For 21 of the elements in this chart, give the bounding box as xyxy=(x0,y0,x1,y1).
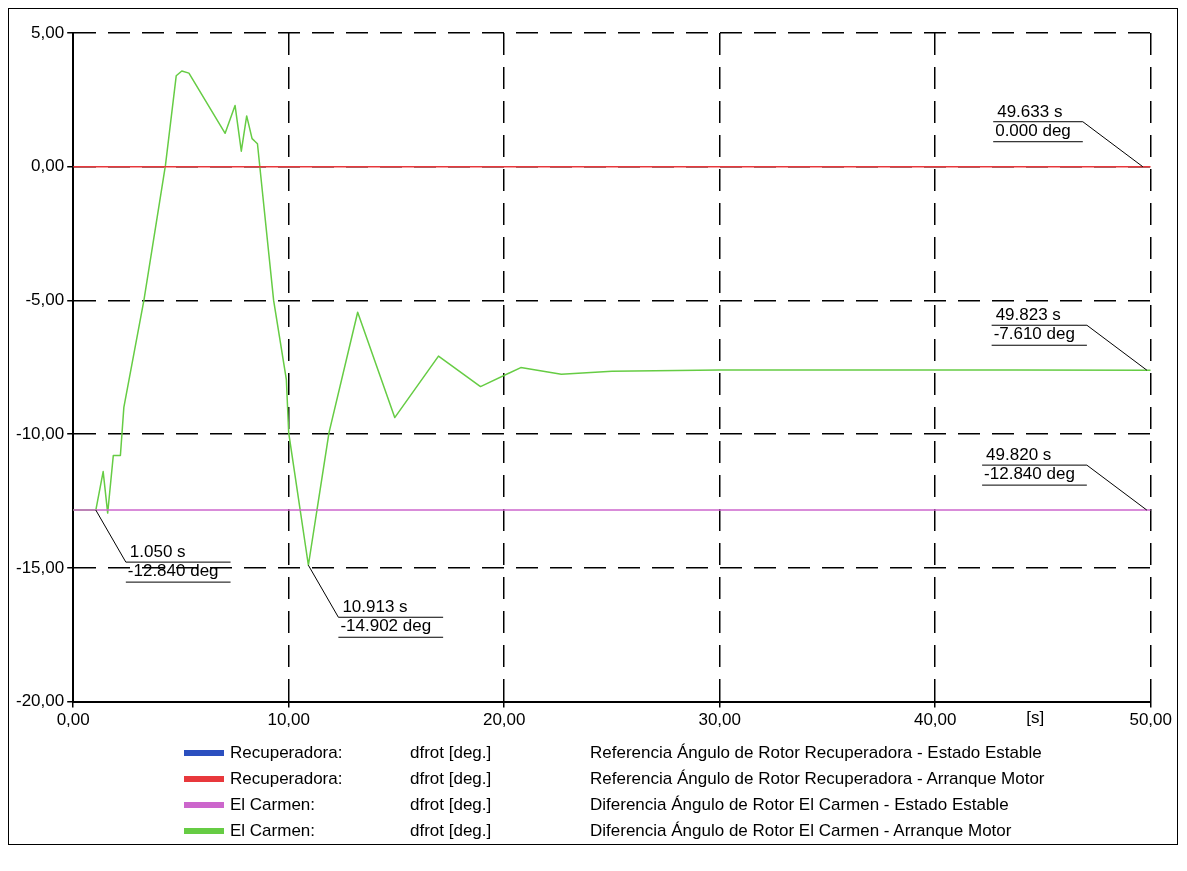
y-tick-label: 5,00 xyxy=(31,22,65,42)
legend-label: El Carmen: dfrot [deg.] Diferencia Ángulo de Rotor El Carmen - Estado Estable xyxy=(230,795,1009,815)
y-tick-label: -10,00 xyxy=(16,423,65,443)
y-tick-label: -5,00 xyxy=(25,290,65,310)
x-tick-label: 20,00 xyxy=(482,710,526,730)
x-tick-label: 50,00 xyxy=(1129,710,1172,730)
y-tick-label: -15,00 xyxy=(16,557,65,577)
x-tick-label: 30,00 xyxy=(698,710,741,730)
x-tick-label: 0,00 xyxy=(56,710,90,730)
legend-label: Recuperadora: dfrot [deg.] Referencia Ángulo de Rotor Recuperadora - Estado Estable xyxy=(230,743,1042,763)
x-tick-label: 40,00 xyxy=(913,710,957,730)
annotation: 10.913 s -14.902 deg xyxy=(340,597,432,636)
legend-label: El Carmen: dfrot [deg.] Diferencia Ángulo de Rotor El Carmen - Arranque Motor xyxy=(230,821,1012,841)
x-tick-label: 10,00 xyxy=(267,710,310,730)
y-tick-label: 0,00 xyxy=(31,156,65,176)
annotation: 49.633 s 0.000 deg xyxy=(995,101,1071,140)
annotation: 49.820 s -12.840 deg xyxy=(984,445,1075,484)
legend-label: Recuperadora: dfrot [deg.] Referencia Ángulo de Rotor Recuperadora - Arranque Motor xyxy=(230,769,1045,789)
y-tick-label: -20,00 xyxy=(16,691,65,711)
x-axis-title: [s] xyxy=(1026,707,1045,727)
annotation: 49.823 s -7.610 deg xyxy=(993,305,1075,344)
